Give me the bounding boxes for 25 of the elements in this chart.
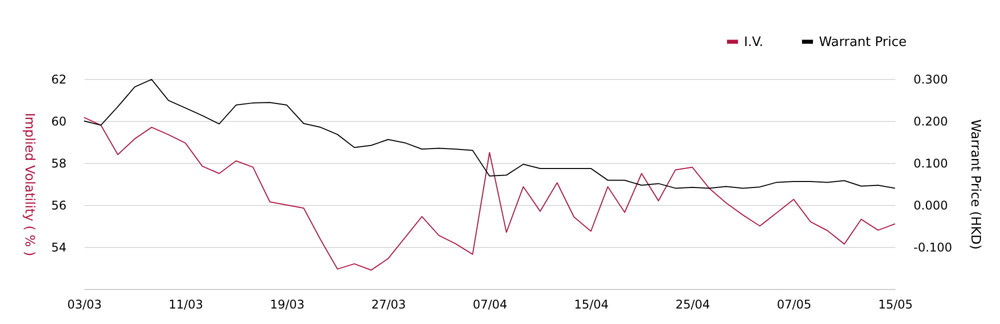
y-tick-label: 54 xyxy=(51,240,66,254)
y2-tick-label: 0.000 xyxy=(914,198,948,212)
y2-tick-label: 0.200 xyxy=(914,114,948,128)
x-tick-label: 07/05 xyxy=(776,298,812,312)
y2-axis-title: Warrant Price (HKD) xyxy=(968,119,982,250)
x-tick-label: 15/05 xyxy=(878,298,913,312)
legend-label: Warrant Price xyxy=(819,34,907,50)
y-tick-label: 58 xyxy=(51,156,66,170)
legend-label: I.V. xyxy=(744,34,764,50)
x-tick-label: 11/03 xyxy=(168,298,204,312)
y-tick-label: 62 xyxy=(51,72,66,86)
y-tick-label: 56 xyxy=(51,198,66,212)
x-tick-label: 15/04 xyxy=(574,298,609,312)
y2-tick-label: -0.100 xyxy=(914,240,952,254)
y2-tick-label: 0.300 xyxy=(914,72,948,86)
x-tick-label: 03/03 xyxy=(67,298,102,312)
line-series xyxy=(84,78,896,189)
x-tick-label: 27/03 xyxy=(371,298,406,312)
y-axis-title: Implied Volatility ( % ) xyxy=(22,112,36,256)
y-tick-label: 60 xyxy=(51,114,66,128)
x-tick-label: 19/03 xyxy=(270,298,305,312)
x-tick-label: 25/04 xyxy=(675,298,710,312)
y2-tick-label: 0.100 xyxy=(914,156,948,170)
x-tick-label: 07/04 xyxy=(472,298,508,312)
line-series xyxy=(84,116,896,271)
